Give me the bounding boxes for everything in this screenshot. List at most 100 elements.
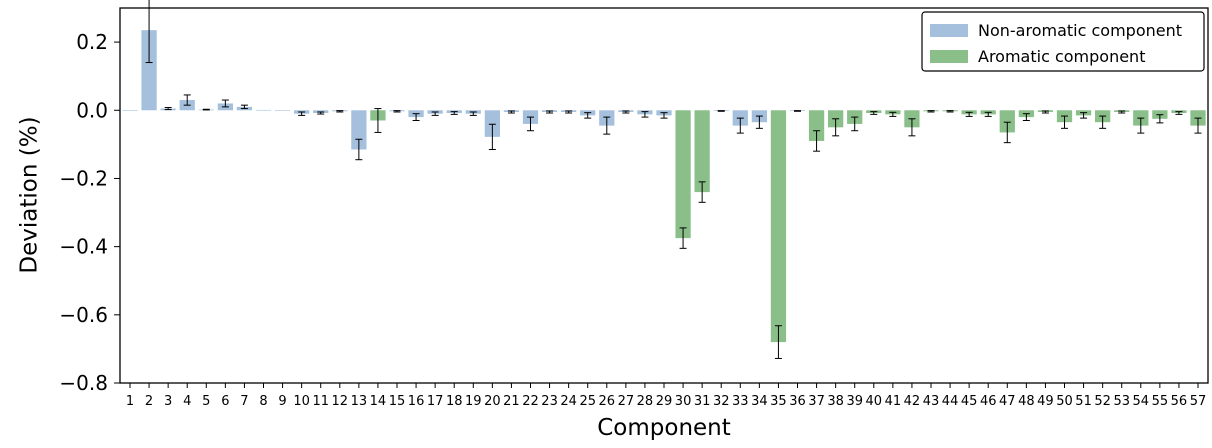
x-tick-label-6: 6: [221, 394, 229, 409]
x-tick-label-22: 22: [522, 394, 539, 409]
x-tick-label-49: 49: [1037, 394, 1054, 409]
error-bar-component-15: [393, 110, 401, 113]
x-tick-label-44: 44: [942, 394, 959, 409]
error-bar-component-12: [336, 110, 344, 113]
x-tick-label-19: 19: [465, 394, 482, 409]
bar-component-37: [808, 110, 825, 141]
x-tick-label-15: 15: [389, 394, 406, 409]
y-tick-label: −0.4: [59, 235, 108, 259]
x-tick-label-37: 37: [808, 394, 825, 409]
bar-component-2: [141, 30, 157, 111]
bar-component-9: [274, 110, 291, 111]
x-tick-label-56: 56: [1171, 394, 1188, 409]
bar-component-8: [255, 109, 272, 111]
x-tick-label-2: 2: [145, 394, 153, 409]
x-tick-label-48: 48: [1018, 394, 1035, 409]
x-tick-label-40: 40: [866, 394, 883, 409]
error-bar-component-57: [1194, 117, 1202, 134]
x-tick-label-26: 26: [599, 394, 616, 409]
x-tick-label-32: 32: [713, 394, 730, 409]
bar-component-1: [122, 110, 138, 111]
y-tick-label: 0.2: [76, 30, 108, 54]
error-bar-component-48: [1022, 113, 1030, 121]
x-tick-label-5: 5: [202, 394, 210, 409]
error-bar-component-47: [1003, 121, 1011, 144]
bar-component-47: [999, 110, 1015, 133]
error-bar-component-20: [488, 123, 496, 150]
error-bar-component-24: [565, 110, 573, 114]
x-tick-label-41: 41: [885, 394, 902, 409]
error-bar-component-46: [984, 111, 992, 117]
x-tick-label-16: 16: [408, 394, 425, 409]
error-bar-component-42: [908, 118, 916, 137]
y-tick-label: −0.6: [59, 303, 108, 327]
error-bar-component-51: [1080, 112, 1088, 119]
error-bar-component-32: [717, 110, 725, 112]
error-bar-component-16: [412, 113, 420, 121]
plot-frame: [119, 7, 1209, 384]
y-tick-label: 0.0: [76, 98, 108, 122]
error-bar-component-38: [832, 118, 840, 137]
y-tick-label: −0.8: [59, 371, 108, 395]
x-tick-label-42: 42: [904, 394, 921, 409]
error-bar-component-23: [546, 110, 554, 114]
x-tick-label-14: 14: [370, 394, 387, 409]
x-axis: 1 2 3 4 5 6 7 8 9 10 11 12 13 14 15 16 17 18 19 20 21 22 23 24 2…: [126, 383, 1206, 409]
error-bar-component-14: [374, 108, 382, 133]
x-tick-label-7: 7: [240, 394, 248, 409]
legend-label-aromatic: Aromatic component: [978, 47, 1145, 66]
bar-component-20: [484, 110, 500, 137]
legend-label-non-aromatic: Non-aromatic component: [978, 21, 1182, 40]
error-bar-component-13: [355, 138, 363, 161]
bar-component-30: [675, 110, 691, 239]
x-tick-label-53: 53: [1113, 394, 1130, 409]
error-bar-component-41: [889, 111, 897, 117]
error-bar-component-40: [870, 111, 878, 115]
x-tick-label-3: 3: [164, 394, 172, 409]
error-bar-component-52: [1099, 115, 1107, 129]
x-tick-label-1: 1: [126, 394, 134, 409]
error-bar-component-26: [603, 116, 611, 135]
x-tick-label-25: 25: [579, 394, 596, 409]
x-tick-label-34: 34: [751, 394, 768, 409]
bar-component-35: [770, 110, 787, 343]
x-tick-label-27: 27: [618, 394, 635, 409]
error-bar-component-49: [1041, 110, 1049, 114]
x-tick-label-17: 17: [427, 394, 444, 409]
error-bar-component-6: [221, 99, 229, 108]
error-bar-component-18: [450, 111, 458, 115]
x-tick-label-54: 54: [1133, 394, 1150, 409]
x-tick-label-43: 43: [923, 394, 940, 409]
x-tick-label-18: 18: [446, 394, 463, 409]
error-bar-component-43: [927, 110, 935, 113]
error-bar-component-36: [794, 110, 801, 112]
x-tick-label-47: 47: [999, 394, 1016, 409]
x-tick-label-8: 8: [259, 394, 267, 409]
error-bar-component-10: [298, 111, 306, 116]
error-bar-component-45: [965, 111, 973, 117]
x-tick-label-30: 30: [675, 394, 692, 409]
error-bar-component-37: [813, 130, 821, 152]
x-tick-label-11: 11: [312, 394, 329, 409]
error-bar-component-4: [183, 94, 191, 106]
x-tick-label-35: 35: [770, 394, 787, 409]
x-tick-label-38: 38: [827, 394, 844, 409]
error-bar-component-50: [1061, 115, 1068, 129]
error-bar-component-3: [164, 107, 172, 111]
x-tick-label-12: 12: [332, 394, 349, 409]
y-tick-label: −0.2: [59, 166, 108, 190]
error-bar-component-22: [527, 116, 534, 132]
y-axis: 0.2 0.0 −0.2 −0.4 −0.6 −0.8: [59, 30, 120, 395]
x-tick-label-4: 4: [183, 394, 191, 409]
legend-swatch-aromatic: [930, 50, 968, 63]
error-bar-component-33: [736, 117, 744, 134]
error-bar-component-17: [431, 111, 439, 116]
bar-component-31: [694, 110, 710, 193]
error-bar-component-35: [774, 325, 782, 359]
error-bar-component-21: [507, 110, 515, 114]
x-tick-label-20: 20: [484, 394, 501, 409]
error-bar-component-28: [641, 111, 649, 118]
error-bar-component-39: [851, 116, 859, 132]
